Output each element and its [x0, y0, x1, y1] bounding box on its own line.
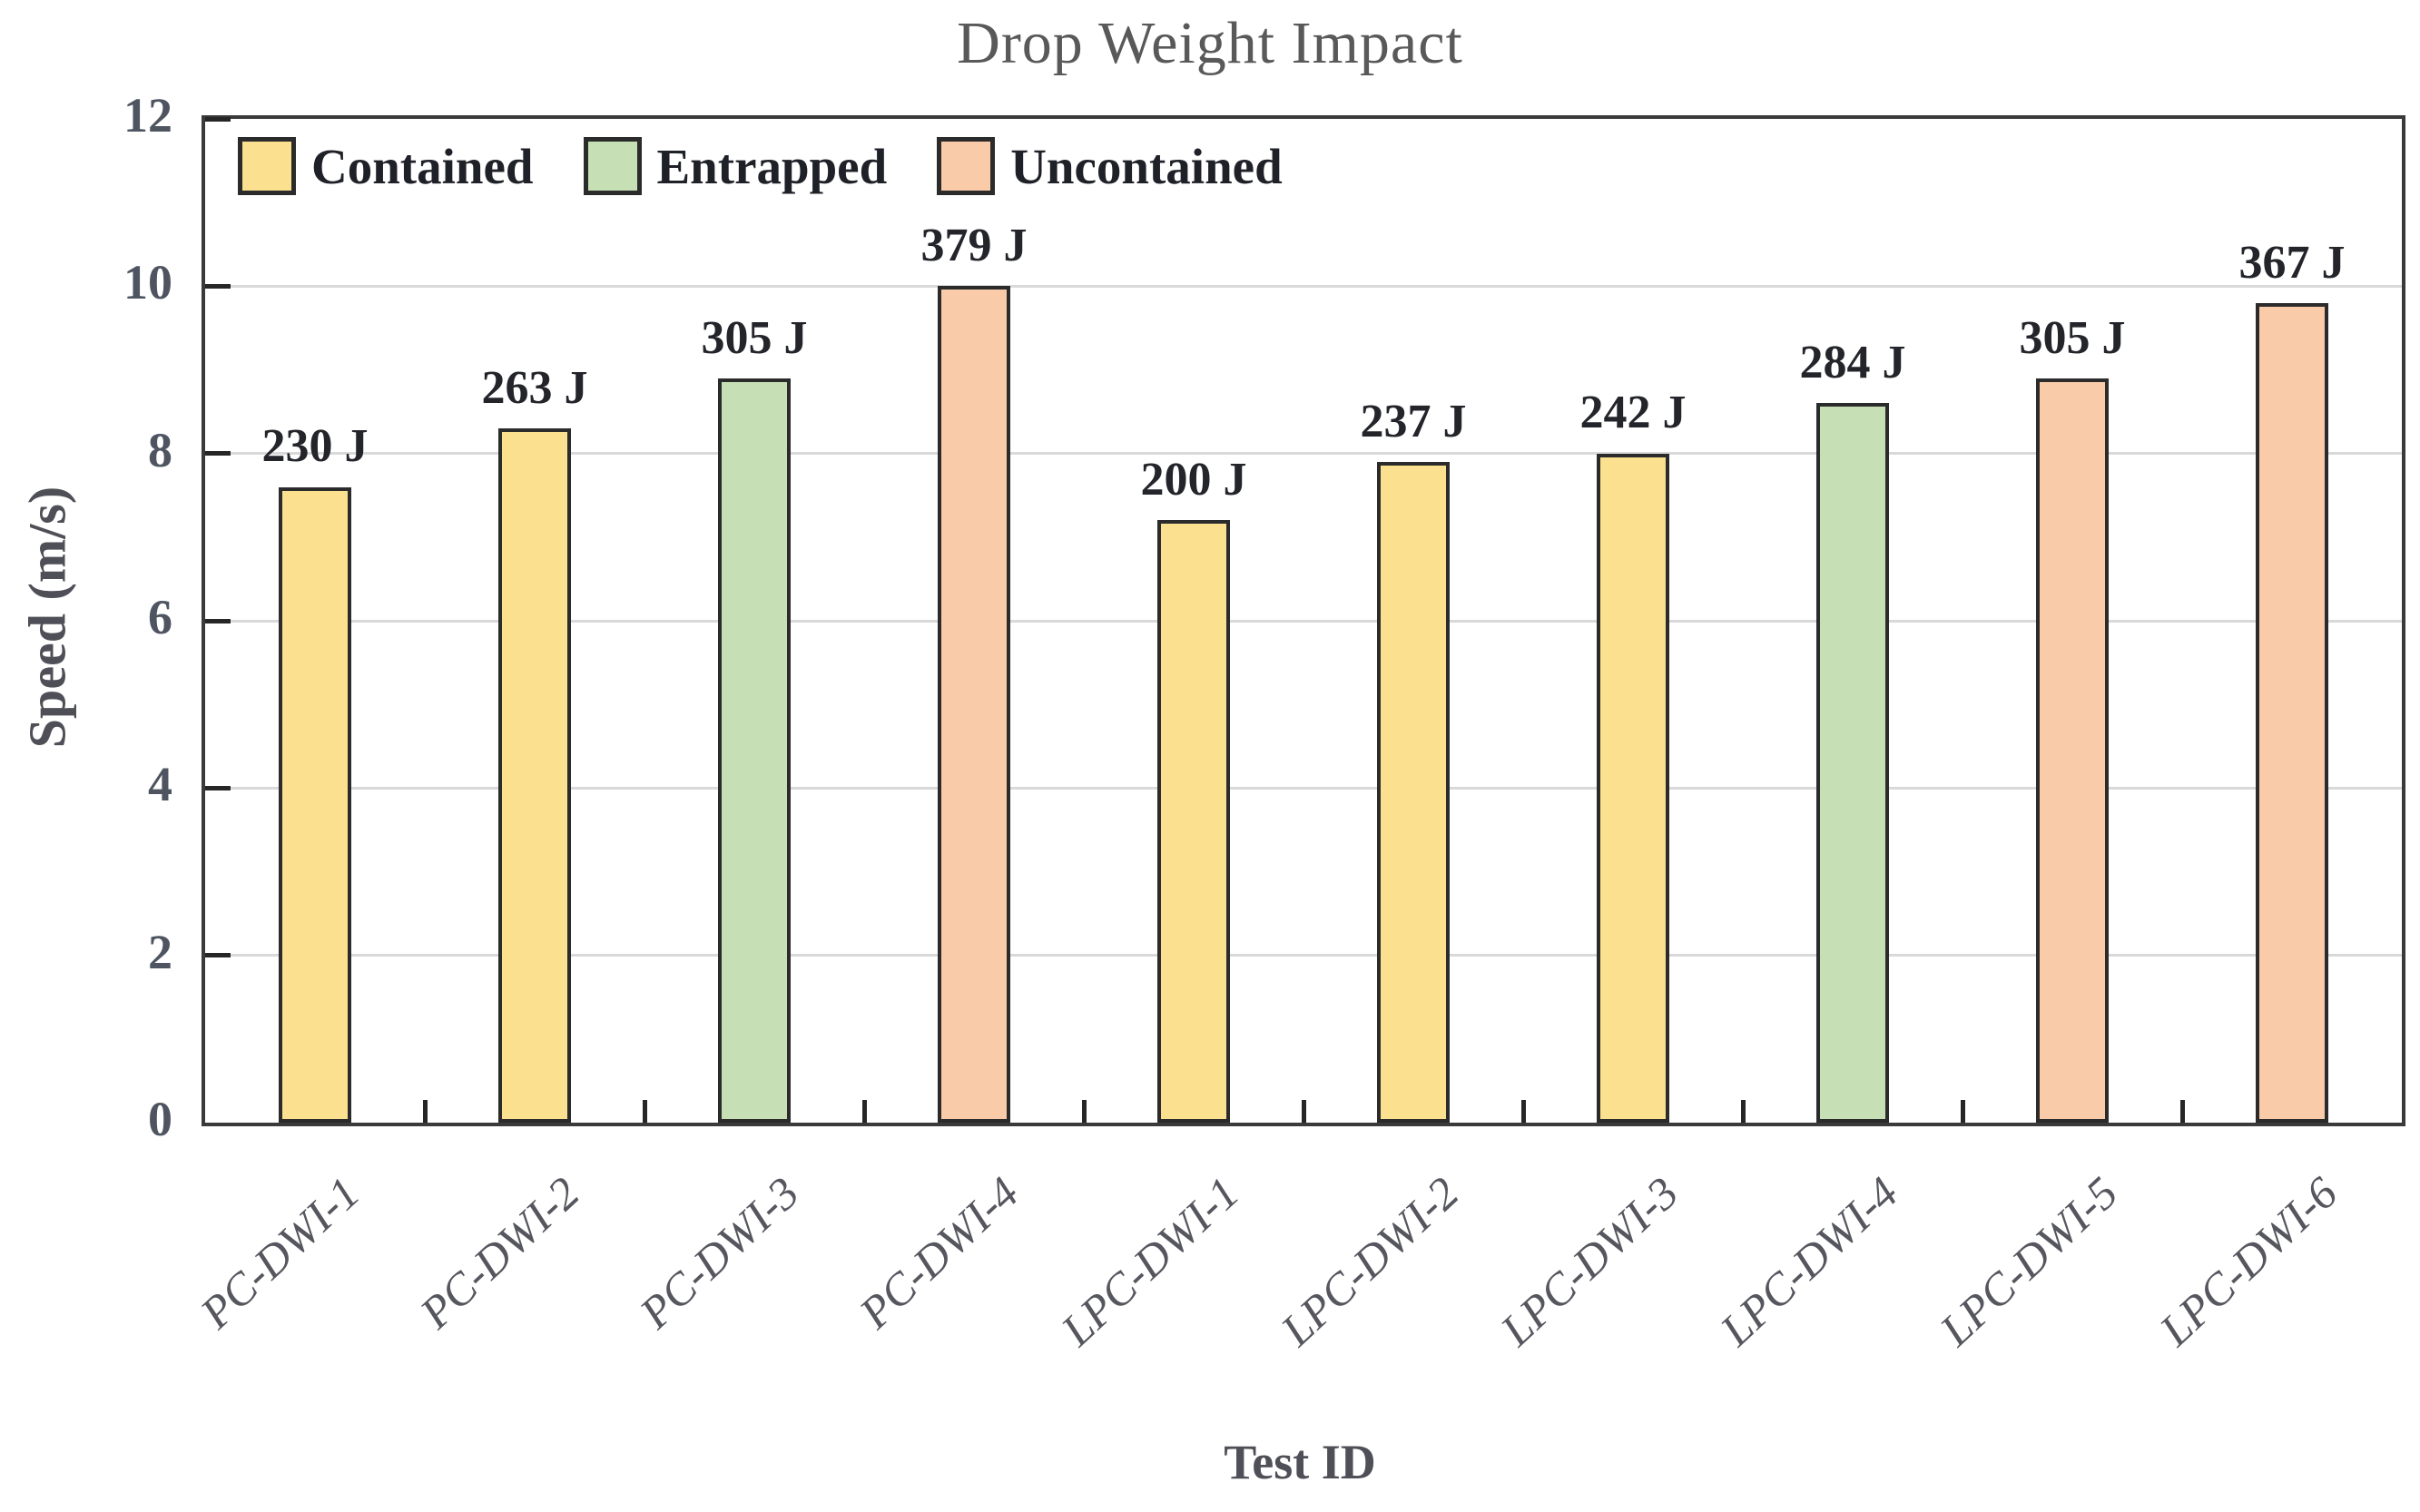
- bar-lpc-dwi-4: [1816, 403, 1889, 1123]
- y-tick-12: [205, 116, 231, 122]
- y-tick-6: [205, 618, 231, 623]
- y-tick-label: 8: [148, 422, 172, 477]
- chart-title: Drop Weight Impact: [957, 10, 1463, 76]
- x-tick-boundary-1: [422, 1100, 428, 1123]
- x-tick-label: LPC-DWI-2: [1270, 1166, 1468, 1356]
- x-tick-boundary-8: [1960, 1100, 1965, 1123]
- y-tick-10: [205, 283, 231, 289]
- bar-value-label: 367 J: [2238, 236, 2346, 289]
- x-tick-boundary-9: [2179, 1100, 2185, 1123]
- legend-item-contained: Contained: [238, 137, 534, 195]
- x-tick-boundary-4: [1081, 1100, 1087, 1123]
- y-tick-4: [205, 785, 231, 790]
- gridline-y2: [205, 954, 2402, 957]
- x-tick-label: PC-DWI-2: [410, 1166, 589, 1339]
- bar-value-label: 242 J: [1579, 387, 1687, 439]
- x-tick-label: LPC-DWI-5: [1929, 1166, 2127, 1356]
- x-tick-label: LPC-DWI-3: [1490, 1166, 1687, 1356]
- legend-item-uncontained: Uncontained: [937, 137, 1283, 195]
- x-tick-boundary-2: [642, 1100, 647, 1123]
- legend: Contained Entrapped Uncontained: [238, 137, 1283, 195]
- x-tick-label: LPC-DWI-1: [1050, 1166, 1248, 1356]
- plot-area: Contained Entrapped Uncontained 230 J 263 J…: [202, 115, 2405, 1126]
- gridline-y6: [205, 619, 2402, 623]
- x-tick-label: LPC-DWI-6: [2149, 1166, 2346, 1356]
- y-tick-label: 4: [148, 757, 172, 812]
- legend-label: Contained: [311, 138, 534, 194]
- legend-swatch: [937, 137, 996, 195]
- y-tick-label: 12: [123, 88, 172, 142]
- bar-value-label: 379 J: [920, 220, 1028, 272]
- legend-label: Uncontained: [1010, 138, 1283, 194]
- x-tick-boundary-3: [861, 1100, 867, 1123]
- bar-lpc-dwi-6: [2256, 302, 2328, 1123]
- bar-value-label: 263 J: [481, 361, 588, 414]
- bar-value-label: 230 J: [261, 420, 369, 473]
- bar-pc-dwi-3: [718, 378, 791, 1123]
- x-axis-title: Test ID: [1224, 1435, 1376, 1489]
- legend-item-entrapped: Entrapped: [583, 137, 888, 195]
- gridline-y4: [205, 786, 2402, 790]
- y-tick-8: [205, 451, 231, 457]
- bar-value-label: 305 J: [701, 311, 808, 364]
- x-tick-label: PC-DWI-1: [191, 1166, 369, 1339]
- gridline-y8: [205, 452, 2402, 456]
- bar-pc-dwi-4: [938, 286, 1010, 1123]
- y-tick-2: [205, 953, 231, 958]
- bar-pc-dwi-2: [498, 428, 571, 1123]
- x-tick-label: PC-DWI-4: [850, 1166, 1028, 1339]
- y-tick-label: 0: [148, 1092, 172, 1146]
- x-tick-boundary-7: [1740, 1100, 1746, 1123]
- bar-pc-dwi-1: [279, 486, 351, 1123]
- bar-value-label: 237 J: [1360, 395, 1467, 447]
- x-tick-boundary-5: [1301, 1100, 1306, 1123]
- bar-lpc-dwi-2: [1377, 461, 1450, 1123]
- legend-swatch: [238, 137, 296, 195]
- gridline-y10: [205, 284, 2402, 288]
- legend-label: Entrapped: [656, 138, 888, 194]
- y-tick-label: 6: [148, 590, 172, 644]
- bar-lpc-dwi-5: [2036, 378, 2109, 1123]
- bar-value-label: 284 J: [1799, 337, 1906, 389]
- bar-value-label: 200 J: [1140, 454, 1247, 506]
- y-tick-label: 10: [123, 255, 172, 310]
- x-tick-boundary-6: [1520, 1100, 1526, 1123]
- x-tick-label: LPC-DWI-4: [1709, 1166, 1907, 1356]
- bar-lpc-dwi-3: [1597, 453, 1669, 1123]
- y-tick-label: 2: [148, 924, 172, 979]
- x-tick-label: PC-DWI-3: [630, 1166, 809, 1339]
- bar-value-label: 305 J: [2019, 311, 2126, 364]
- bar-lpc-dwi-1: [1157, 520, 1230, 1123]
- legend-swatch: [583, 137, 642, 195]
